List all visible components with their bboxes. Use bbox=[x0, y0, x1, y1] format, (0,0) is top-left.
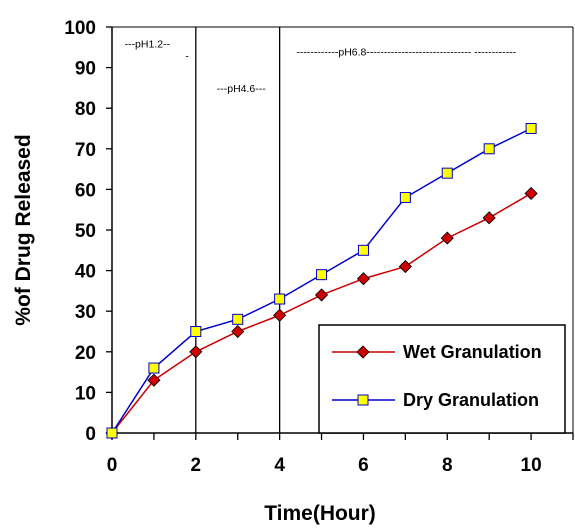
y-tick-label: 80 bbox=[75, 99, 96, 120]
series-layer bbox=[105, 123, 538, 440]
x-tick-label: 10 bbox=[521, 455, 542, 476]
y-tick-label: 30 bbox=[75, 302, 96, 323]
legend-label: Dry Granulation bbox=[403, 390, 539, 410]
y-tick-label: 100 bbox=[64, 18, 96, 39]
data-point bbox=[148, 362, 160, 374]
legend-box bbox=[318, 324, 566, 434]
data-point bbox=[483, 143, 495, 155]
x-axis: 0 2 4 6 8 10 bbox=[107, 433, 574, 476]
phase-annotation: ------------pH6.8-----------------------… bbox=[296, 46, 516, 58]
y-tick-label: 10 bbox=[75, 383, 96, 404]
legend: Wet Granulation Dry Granulation bbox=[318, 324, 566, 434]
data-point bbox=[147, 373, 161, 387]
data-point bbox=[524, 186, 538, 201]
x-tick-label: 0 bbox=[107, 455, 118, 476]
phase-annotation: ---pH1.2-- bbox=[125, 38, 171, 50]
y-tick-label: 20 bbox=[75, 343, 96, 364]
x-tick-label: 4 bbox=[274, 455, 285, 476]
data-point bbox=[274, 293, 286, 305]
y-tick-label: 90 bbox=[75, 59, 96, 80]
phase-annotation: ---pH4.6--- bbox=[217, 83, 267, 95]
data-point bbox=[440, 231, 454, 245]
data-point bbox=[357, 244, 369, 256]
legend-marker bbox=[357, 394, 369, 406]
y-tick-label: 70 bbox=[75, 140, 96, 161]
y-tick-label: 0 bbox=[85, 424, 96, 445]
y-tick-label: 60 bbox=[75, 180, 96, 201]
legend-label: Wet Granulation bbox=[403, 342, 542, 362]
data-point bbox=[482, 211, 496, 225]
data-point bbox=[232, 313, 244, 325]
x-axis-title: Time(Hour) bbox=[264, 502, 376, 525]
data-point bbox=[525, 123, 537, 134]
data-point bbox=[356, 272, 371, 286]
data-point bbox=[441, 167, 453, 179]
data-point bbox=[189, 345, 203, 359]
data-point bbox=[273, 308, 287, 322]
x-tick-label: 8 bbox=[442, 455, 453, 476]
y-tick-label: 40 bbox=[75, 262, 96, 283]
x-tick-label: 2 bbox=[191, 455, 202, 476]
phase-annotations: ---pH1.2-- - ---pH4.6--- ------------pH6.8-… bbox=[125, 38, 517, 95]
y-axis: 0 10 20 30 40 50 60 70 80 90 100 bbox=[64, 18, 112, 445]
data-point bbox=[398, 259, 412, 274]
y-axis-title: %of Drug Released bbox=[12, 134, 35, 325]
x-tick-label: 6 bbox=[358, 455, 369, 476]
phase-annotation: - bbox=[185, 50, 189, 62]
phase-divider-lines bbox=[195, 27, 281, 433]
data-point bbox=[399, 192, 411, 204]
data-point bbox=[316, 269, 328, 281]
data-point bbox=[106, 427, 118, 439]
data-point bbox=[231, 324, 245, 339]
legend-marker bbox=[356, 345, 370, 359]
data-point bbox=[314, 288, 329, 302]
data-point bbox=[190, 326, 202, 337]
y-tick-label: 50 bbox=[75, 221, 96, 242]
